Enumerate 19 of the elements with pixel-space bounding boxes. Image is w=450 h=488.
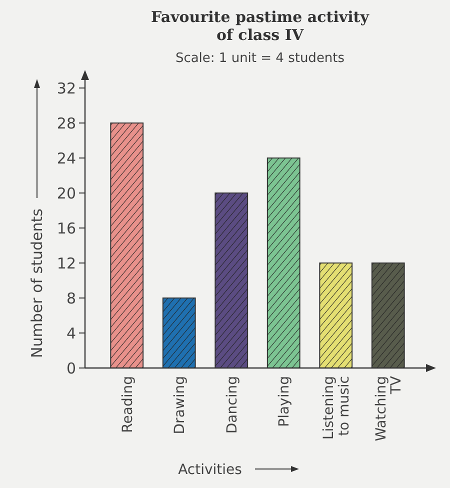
y-tick-label: 20	[56, 184, 76, 202]
y-tick-label: 12	[56, 254, 76, 272]
chart-title: Favourite pastime activity of class IV	[151, 8, 370, 44]
y-tick-label: 32	[56, 79, 76, 98]
x-tick-label: Playing	[276, 376, 293, 427]
x-tick-label: Drawing	[172, 376, 188, 434]
y-tick-label: 0	[66, 359, 76, 378]
x-tick-label: Dancing	[224, 376, 240, 434]
x-tick-label: Listening to music	[321, 376, 352, 440]
y-tick-label: 16	[56, 219, 76, 238]
x-axis-title: Activities	[178, 462, 242, 478]
y-tick-label: 24	[56, 149, 76, 168]
x-tick-label: Watching TV	[373, 376, 405, 442]
y-axis-title: Number of students	[28, 208, 46, 358]
y-tick-label: 28	[56, 114, 76, 132]
y-tick-label: 8	[66, 289, 76, 308]
chart-subtitle: Scale: 1 unit = 4 students	[175, 51, 345, 66]
x-tick-label: Reading	[120, 376, 136, 433]
y-tick-label: 4	[66, 324, 76, 342]
